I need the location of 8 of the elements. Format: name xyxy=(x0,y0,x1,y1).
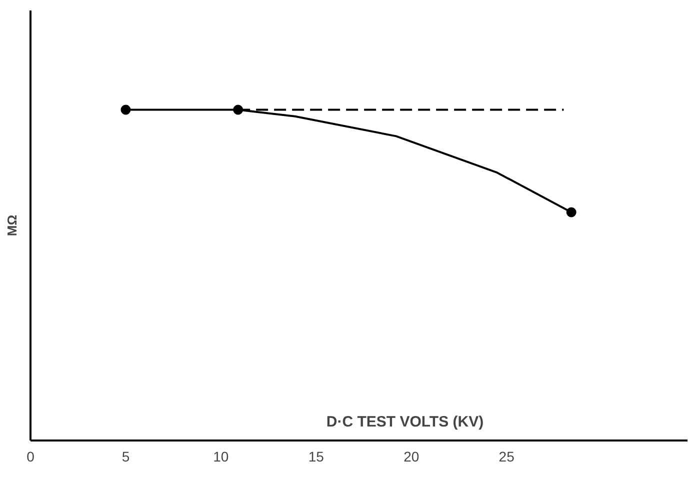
y-axis-title: MΩ xyxy=(4,214,20,236)
x-axis-title: D·C TEST VOLTS (KV) xyxy=(326,414,484,431)
x-tick-label: 25 xyxy=(498,448,515,464)
x-tick-label: 5 xyxy=(122,448,130,464)
x-tick-label: 20 xyxy=(404,448,420,464)
x-tick-label: 15 xyxy=(308,448,324,464)
x-tick-label: 10 xyxy=(213,448,229,464)
x-tick-label: 0 xyxy=(26,448,35,464)
